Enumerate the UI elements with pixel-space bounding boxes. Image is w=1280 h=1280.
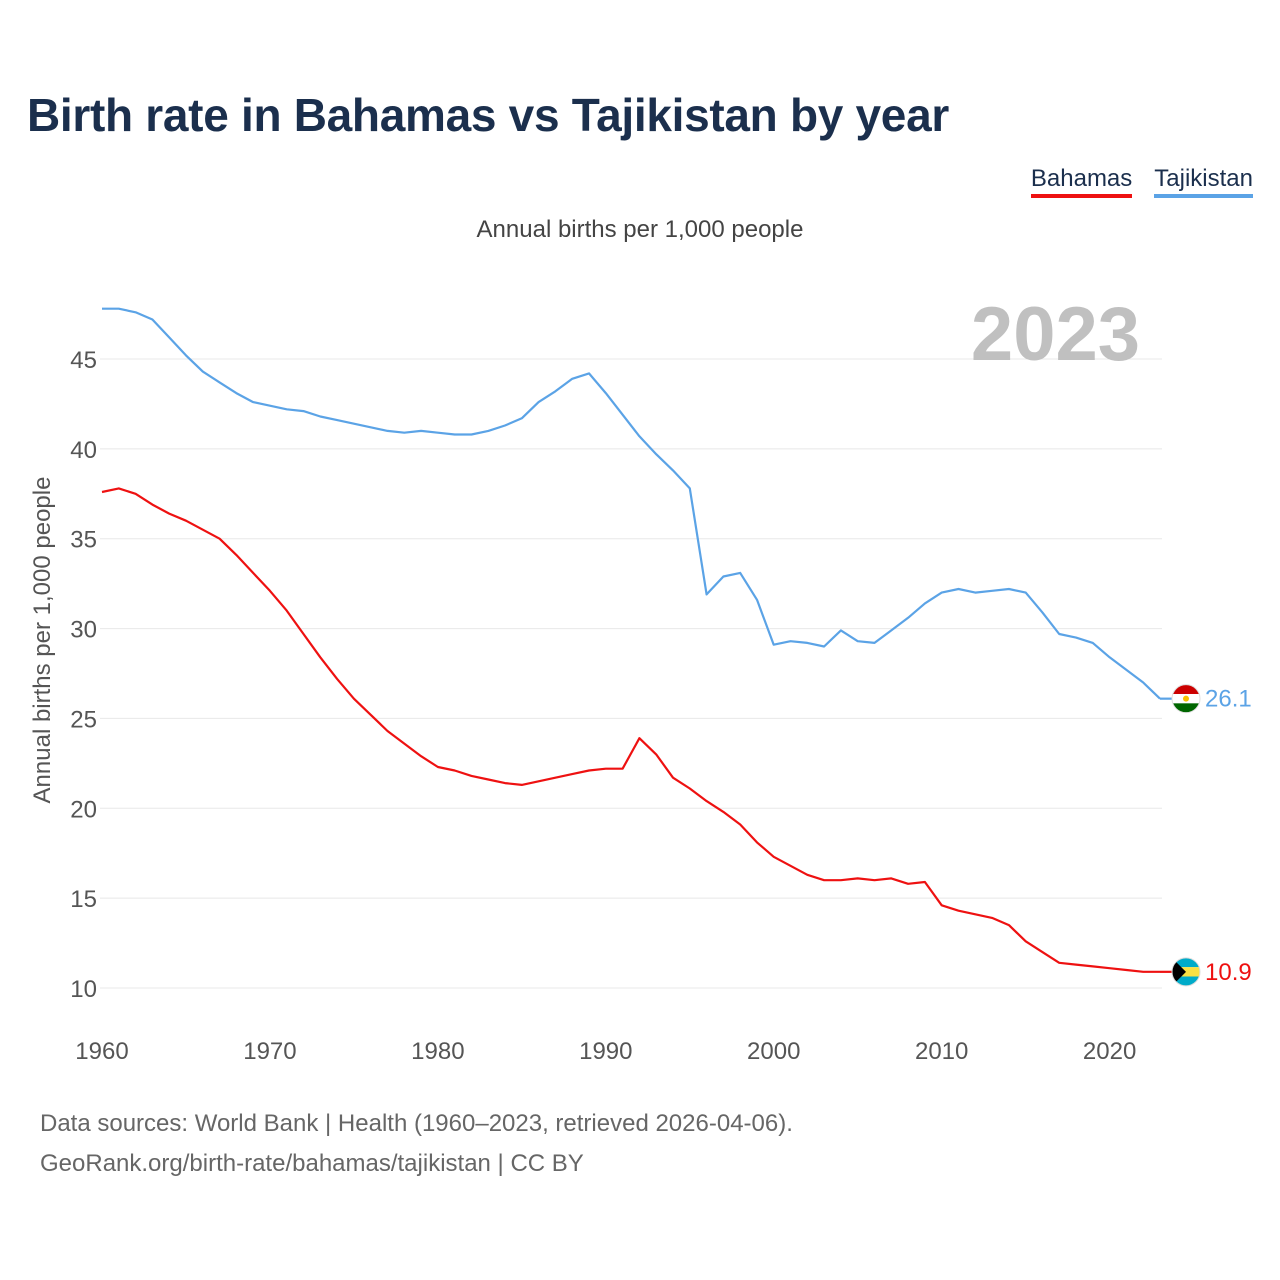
year-watermark: 2023 — [971, 292, 1140, 377]
x-axis-ticks: 1960 1970 1980 1990 2000 2010 2020 — [75, 1038, 1136, 1065]
x-tick-label: 2000 — [747, 1038, 800, 1065]
x-tick-label: 1960 — [75, 1038, 128, 1065]
end-value-label-tajikistan: 26.1 — [1205, 686, 1252, 713]
x-tick-label: 2010 — [915, 1038, 968, 1065]
series-line-tajikistan[interactable] — [102, 307, 1161, 700]
x-tick-label: 1970 — [243, 1038, 296, 1065]
source-note: Data sources: World Bank | Health (1960–… — [40, 1110, 793, 1137]
legend-item-bahamas[interactable]: Bahamas — [1030, 166, 1133, 198]
bahamas-flag-icon — [1171, 957, 1201, 987]
gridlines — [100, 358, 1162, 989]
source-link[interactable]: GeoRank.org/birth-rate/bahamas/tajikista… — [40, 1150, 584, 1177]
legend-item-tajikistan[interactable]: Tajikistan — [1154, 166, 1253, 198]
x-tick-label: 1990 — [579, 1038, 632, 1065]
y-tick-label: 40 — [70, 437, 97, 464]
series-line-bahamas[interactable] — [101, 487, 1160, 973]
footer: Data sources: World Bank | Health (1960–… — [40, 1104, 793, 1184]
end-value-label-bahamas: 10.9 — [1205, 959, 1252, 986]
line-chart: 2023 10 15 20 25 30 35 40 45 1960 1970 1980 1990 20… — [29, 292, 1252, 1065]
tajikistan-flag-icon — [1171, 684, 1201, 714]
y-tick-label: 45 — [70, 347, 97, 374]
y-axis-label: Annual births per 1,000 people — [29, 477, 56, 804]
y-tick-label: 35 — [70, 527, 97, 554]
x-tick-label: 1980 — [411, 1038, 464, 1065]
y-tick-label: 30 — [70, 617, 97, 644]
legend: Bahamas Tajikistan — [1030, 166, 1253, 198]
y-tick-label: 15 — [70, 886, 97, 913]
end-markers: 10.9 26.1 — [1160, 684, 1252, 987]
y-tick-label: 10 — [70, 976, 97, 1003]
chart-subtitle: Annual births per 1,000 people — [476, 216, 804, 243]
page-title: Birth rate in Bahamas vs Tajikistan by y… — [27, 89, 949, 141]
series-lines — [101, 307, 1161, 973]
x-tick-label: 2020 — [1083, 1038, 1136, 1065]
y-axis-ticks: 10 15 20 25 30 35 40 45 — [70, 347, 97, 1003]
y-tick-label: 25 — [70, 706, 97, 733]
y-tick-label: 20 — [70, 796, 97, 823]
